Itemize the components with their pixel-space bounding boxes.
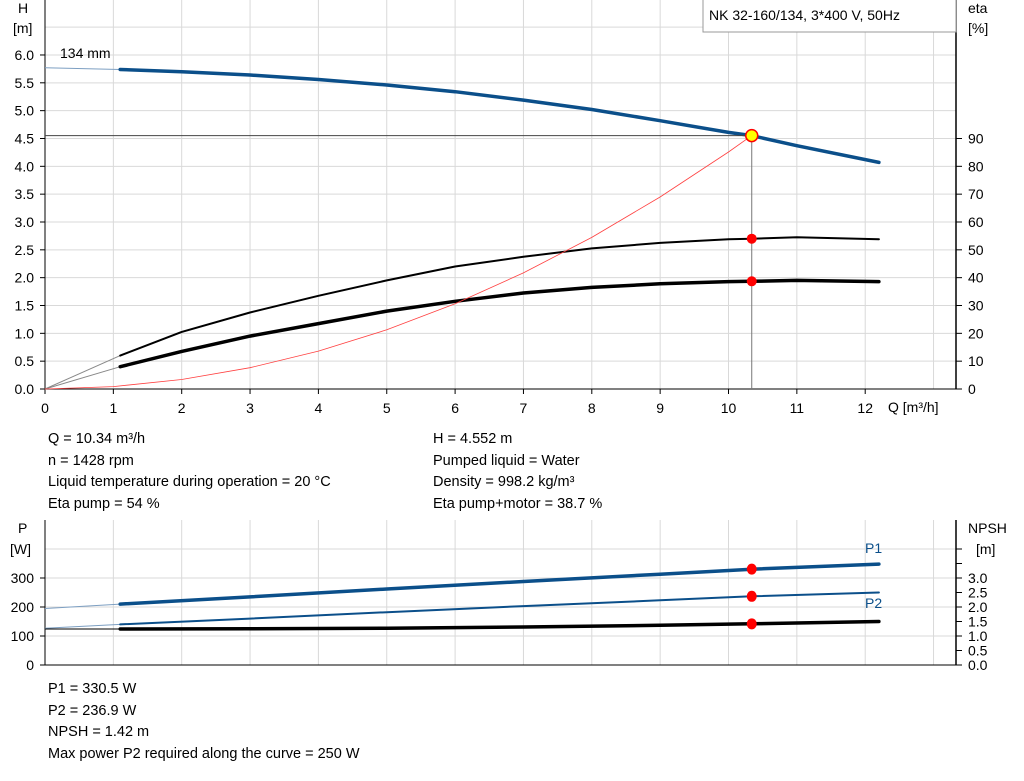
p-axis-name: P [18, 520, 27, 536]
npsh-tick-label: 1.5 [968, 614, 988, 630]
h-tick-label: 2.5 [15, 242, 35, 258]
info-p2: P2 = 236.9 W [48, 702, 137, 719]
eta-tick-label: 80 [968, 158, 984, 174]
npsh-tick-label: 0.5 [968, 643, 988, 659]
npsh-axis-unit: [m] [976, 541, 995, 557]
npsh-curve [118, 619, 881, 631]
x-tick-label: 11 [790, 400, 805, 416]
eta-tick-label: 60 [968, 214, 984, 230]
h-axis-name: H [18, 0, 28, 16]
head-curve-extension [44, 67, 121, 70]
x-tick-label: 6 [451, 400, 459, 416]
info-flow: Q = 10.34 m³/h [48, 431, 146, 447]
h-tick-label: 1.0 [15, 325, 35, 341]
h-tick-label: 5.0 [15, 103, 35, 119]
eta-tick-label: 10 [968, 353, 984, 369]
h-tick-label: 6.0 [15, 47, 35, 63]
top-grid [45, 0, 956, 389]
p-tick-label: 200 [11, 599, 35, 615]
legend-title: NK 32-160/134, 3*400 V, 50Hz [709, 7, 900, 23]
x-tick-label: 10 [721, 400, 737, 416]
p-tick-label: 100 [11, 628, 35, 644]
p1-operating-point [746, 563, 757, 575]
system_curve-curve [44, 135, 753, 390]
h-tick-label: 5.5 [15, 75, 35, 91]
info-top-right: H = 4.552 m Pumped liquid = Water Densit… [433, 429, 602, 515]
eta-axis-unit: [%] [968, 20, 988, 36]
eta-pump-motor-operating-point [746, 276, 757, 287]
info-head: H = 4.552 m [433, 431, 513, 447]
eta-tick-label: 40 [968, 270, 984, 286]
eta-axis-name: eta [968, 0, 988, 16]
impeller-label: 134 mm [60, 45, 111, 61]
eta-tick-label: 0 [968, 381, 976, 397]
q-axis-label: Q [m³/h] [888, 399, 939, 415]
info-temperature: Liquid temperature during operation = 20… [48, 474, 331, 490]
axis-labels: 0 1 2 3 4 5 6 7 8 9 10 11 120.00.51.01.52.02.53.03.5… [11, 47, 988, 673]
eta-tick-label: 50 [968, 242, 984, 258]
npsh-tick-label: 1.0 [968, 628, 988, 644]
h-tick-label: 3.5 [15, 186, 35, 202]
npsh-tick-label: 3.0 [968, 570, 988, 586]
x-tick-label: 3 [246, 400, 254, 416]
x-tick-label: 8 [588, 400, 596, 416]
info-density: Density = 998.2 kg/m³ [433, 474, 575, 490]
p1-series-label: P1 [865, 540, 882, 556]
npsh-tick-label: 0.0 [968, 657, 988, 673]
eta-tick-label: 20 [968, 325, 984, 341]
bottom-grid [45, 520, 956, 665]
h-tick-label: 0.0 [15, 381, 35, 397]
duty-point [744, 128, 759, 143]
h-tick-label: 3.0 [15, 214, 35, 230]
npsh-tick-label: 2.5 [968, 585, 988, 601]
p1-curve [118, 562, 881, 606]
p-tick-label: 0 [26, 657, 34, 673]
x-tick-label: 9 [656, 400, 664, 416]
h-tick-label: 0.5 [15, 353, 35, 369]
info-top-left: Q = 10.34 m³/h n = 1428 rpm Liquid tempe… [48, 429, 331, 515]
eta-tick-label: 90 [968, 130, 984, 146]
h-tick-label: 1.5 [15, 297, 35, 313]
p-axis-unit: [W] [10, 541, 31, 557]
info-liquid: Pumped liquid = Water [433, 452, 580, 469]
x-tick-label: 1 [109, 400, 117, 416]
head-curve [118, 67, 881, 165]
x-tick-label: 7 [520, 400, 528, 416]
x-tick-label: 12 [857, 400, 873, 416]
p2-curve-extension [44, 623, 121, 629]
x-tick-label: 5 [383, 400, 391, 416]
axes [40, 0, 962, 666]
info-p1: P1 = 330.5 W [48, 681, 137, 697]
x-tick-label: 0 [41, 400, 49, 416]
eta-tick-label: 70 [968, 186, 984, 202]
h-tick-label: 2.0 [15, 270, 35, 286]
chart-marks [44, 67, 881, 631]
npsh-tick-label: 2.0 [968, 599, 988, 615]
info-speed: n = 1428 rpm [48, 452, 134, 469]
info-bottom: P1 = 330.5 W P2 = 236.9 W NPSH = 1.42 m … [48, 679, 360, 765]
info-max-p2: Max power P2 required along the curve = … [48, 745, 360, 762]
npsh-axis-name: NPSH [968, 520, 1007, 536]
p1-curve-extension [44, 603, 121, 609]
info-npsh: NPSH = 1.42 m [48, 724, 150, 740]
npsh-operating-point [746, 618, 757, 630]
x-tick-label: 2 [178, 400, 186, 416]
p-tick-label: 300 [11, 570, 35, 586]
x-tick-label: 4 [315, 400, 323, 416]
h-tick-label: 4.5 [15, 130, 35, 146]
eta-tick-label: 30 [968, 297, 984, 313]
p2-operating-point [746, 590, 757, 602]
info-eta-pump: Eta pump = 54 % [48, 495, 160, 512]
h-tick-label: 4.0 [15, 158, 35, 174]
p2-series-label: P2 [865, 595, 882, 611]
h-axis-unit: [m] [13, 20, 32, 36]
legend-box [702, 0, 957, 33]
eta_pump-curve-extension [44, 355, 121, 390]
eta_pump_motor-curve-extension [44, 366, 121, 390]
eta-pump-operating-point [746, 233, 757, 244]
info-eta-pump-motor: Eta pump+motor = 38.7 % [433, 495, 603, 512]
eta_pump_motor-curve [118, 278, 881, 369]
